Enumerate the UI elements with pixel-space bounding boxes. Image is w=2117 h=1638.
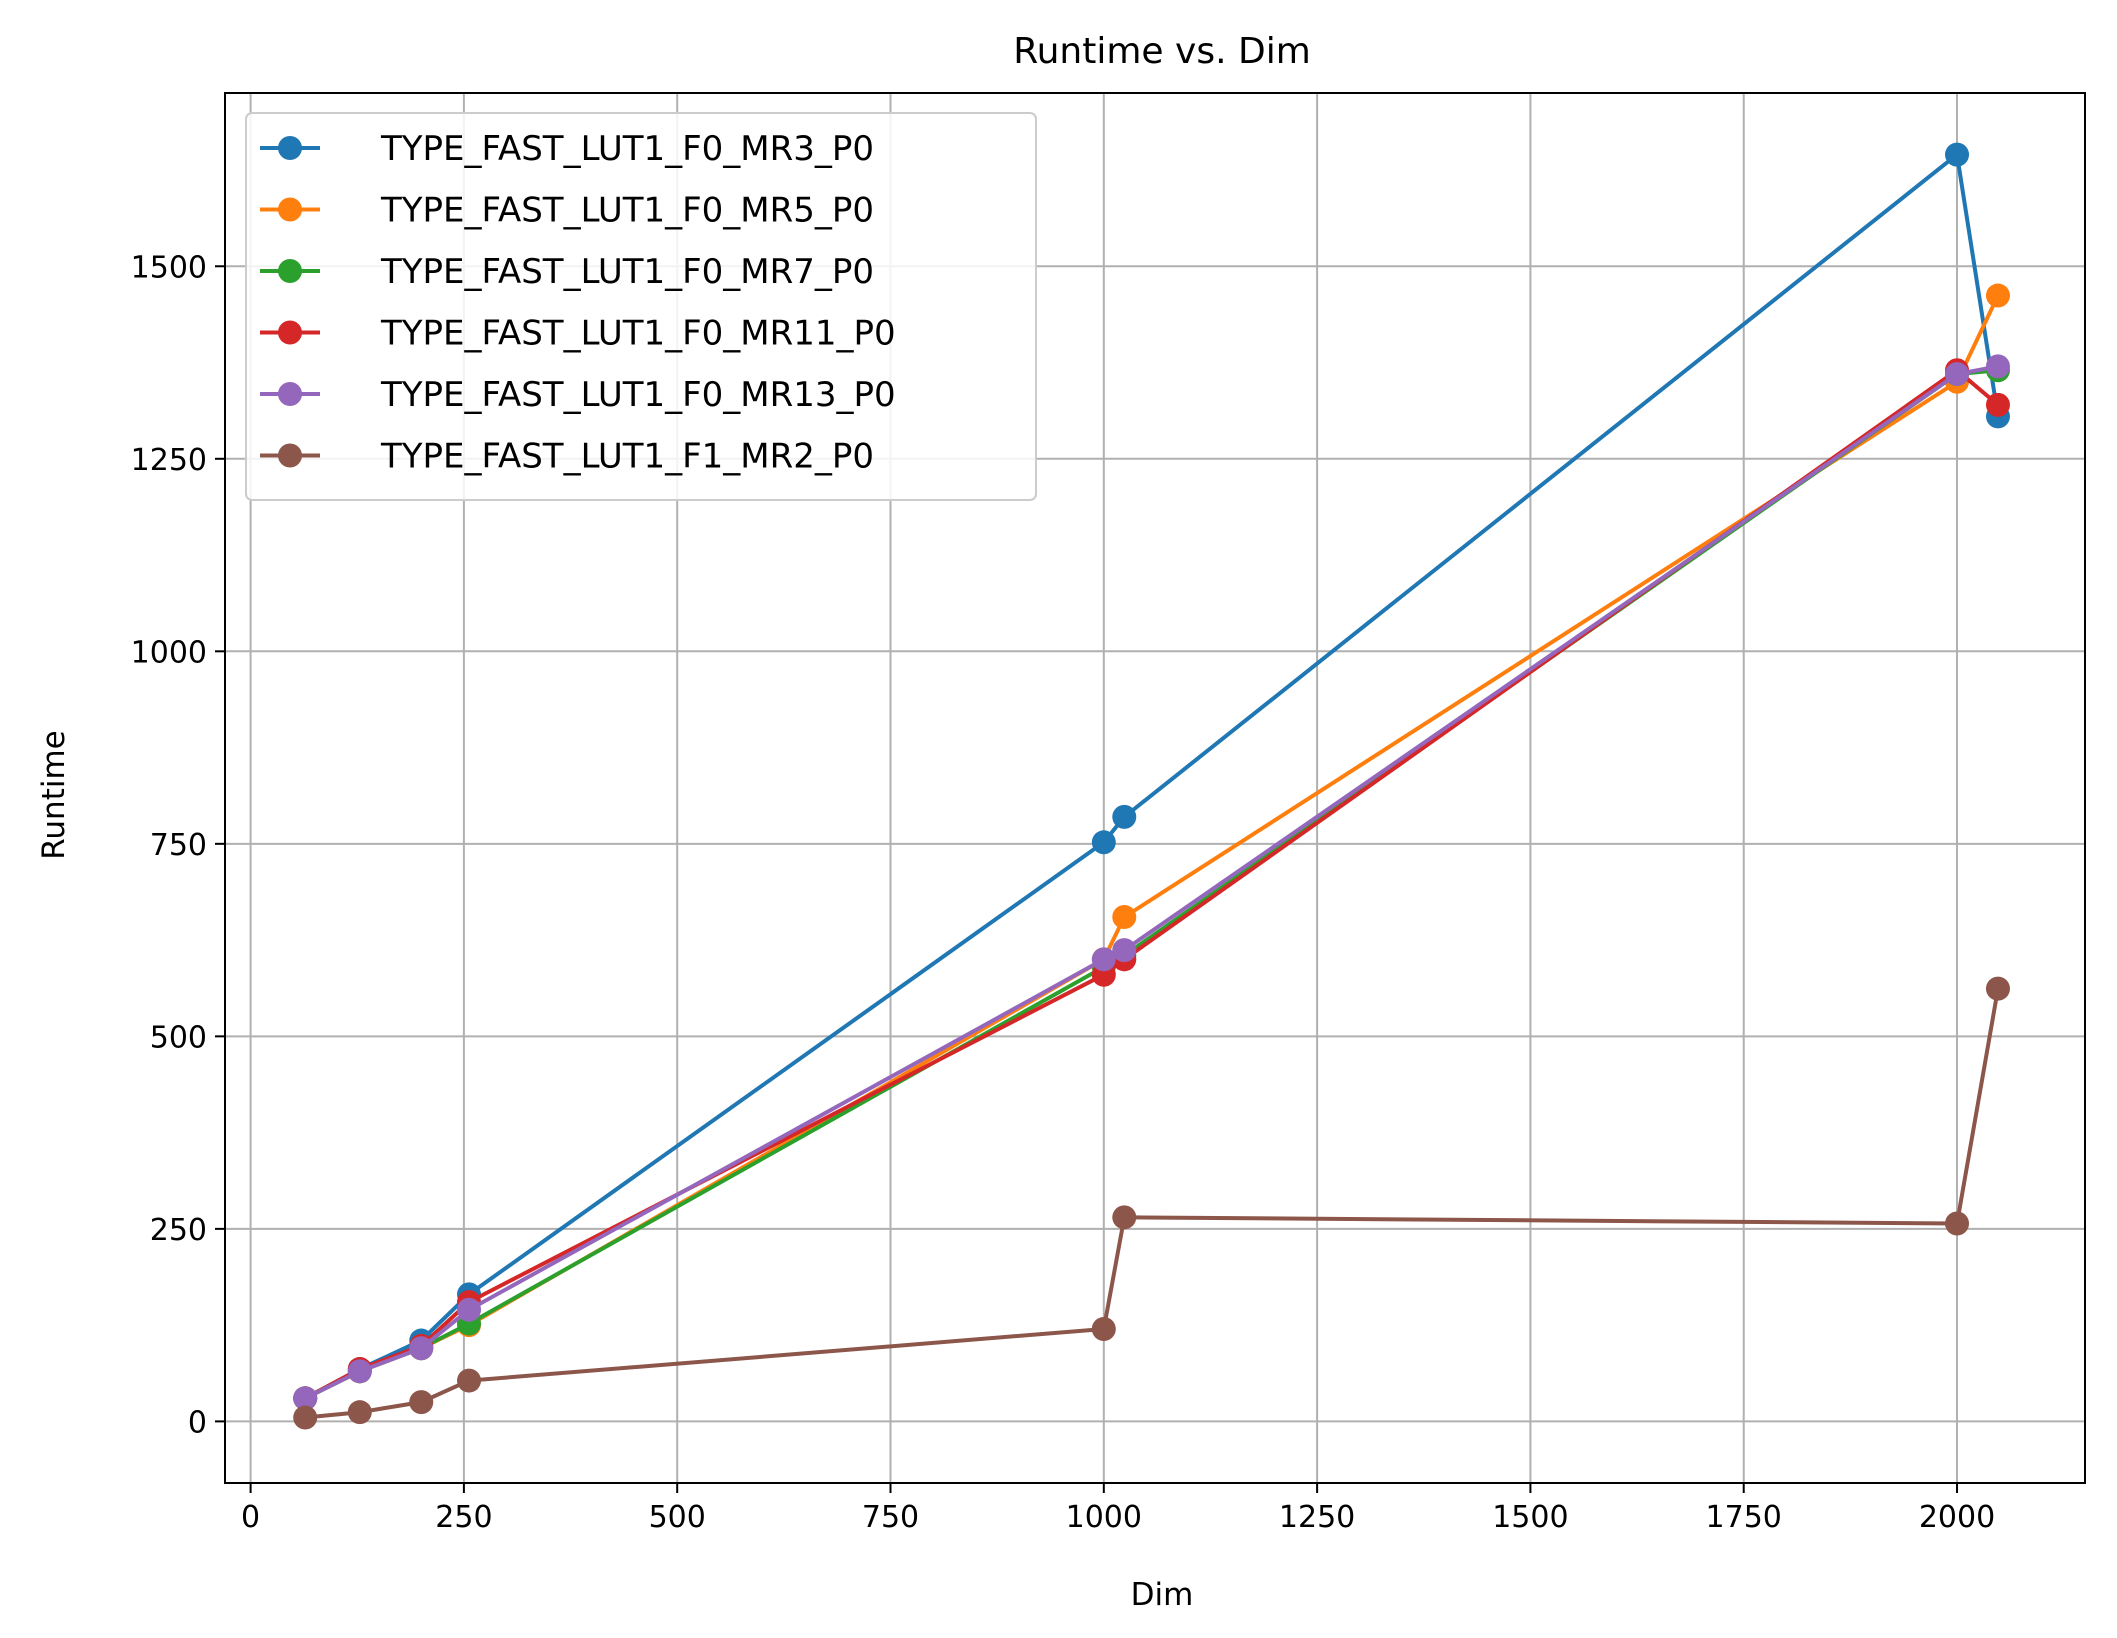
legend-label: TYPE_FAST_LUT1_F1_MR2_P0 [380, 437, 874, 477]
data-point [293, 1405, 318, 1430]
legend-label: TYPE_FAST_LUT1_F0_MR5_P0 [380, 191, 874, 231]
legend-item: TYPE_FAST_LUT1_F1_MR2_P0 [260, 437, 874, 477]
y-tick-label: 1500 [131, 250, 207, 285]
data-point [347, 1359, 372, 1384]
data-point [409, 1336, 434, 1361]
x-tick-label: 750 [862, 1500, 919, 1535]
legend-swatch-marker [278, 320, 302, 345]
legend-swatch-marker [278, 382, 302, 406]
data-point [1091, 1316, 1116, 1341]
legend-swatch-marker [278, 259, 302, 283]
y-axis-label: Runtime [36, 730, 72, 859]
x-tick-label: 1250 [1279, 1500, 1355, 1535]
data-point [457, 1368, 482, 1393]
series-group [293, 976, 2010, 1430]
x-axis-label: Dim [1131, 1577, 1194, 1613]
axis-ticks: 0 250 500 750 1000 1250 1500 1750 2000 0 250 500 750… [131, 250, 1996, 1535]
data-point [457, 1297, 482, 1322]
data-point [409, 1390, 434, 1415]
data-point [1945, 142, 1970, 167]
x-tick-label: 250 [435, 1500, 492, 1535]
data-point [1985, 976, 2010, 1001]
y-tick-label: 500 [150, 1020, 207, 1055]
legend-box [245, 112, 1037, 501]
plot-frame [224, 92, 2086, 1484]
chart-title: Runtime vs. Dim [1013, 31, 1311, 72]
y-tick-label: 1250 [131, 443, 207, 478]
data-point [293, 1386, 318, 1411]
data-point [1091, 947, 1116, 972]
series-layer [293, 142, 2010, 1430]
y-tick-label: 0 [188, 1405, 207, 1440]
data-point [1985, 392, 2010, 417]
legend-item: TYPE_FAST_LUT1_F0_MR3_P0 [260, 129, 874, 169]
legend-swatch-marker [278, 197, 302, 222]
data-point [1112, 938, 1137, 963]
legend-swatch-marker [278, 443, 302, 468]
data-point [1985, 354, 2010, 379]
x-tick-label: 2000 [1919, 1500, 1995, 1535]
legend-swatch-marker [278, 136, 302, 160]
series-group [293, 354, 2010, 1411]
x-tick-label: 1000 [1066, 1500, 1142, 1535]
data-point [1112, 904, 1137, 929]
data-point [1091, 830, 1116, 855]
legend-item: TYPE_FAST_LUT1_F0_MR7_P0 [260, 252, 874, 292]
y-tick-label: 750 [150, 828, 207, 863]
legend-item: TYPE_FAST_LUT1_F0_MR5_P0 [260, 191, 874, 231]
legend-item: TYPE_FAST_LUT1_F0_MR13_P0 [260, 375, 896, 415]
legend: TYPE_FAST_LUT1_F0_MR3_P0 TYPE_FAST_LUT1_F… [245, 112, 1037, 501]
legend-label: TYPE_FAST_LUT1_F0_MR11_P0 [380, 314, 896, 354]
legend-label: TYPE_FAST_LUT1_F0_MR13_P0 [380, 375, 896, 415]
legend-label: TYPE_FAST_LUT1_F0_MR7_P0 [380, 252, 874, 292]
legend-item: TYPE_FAST_LUT1_F0_MR11_P0 [260, 314, 896, 354]
x-tick-label: 0 [241, 1500, 260, 1535]
data-point [1112, 804, 1137, 829]
data-point [1945, 1211, 1970, 1236]
y-tick-label: 250 [150, 1213, 207, 1248]
data-point [1985, 283, 2010, 308]
legend-label: TYPE_FAST_LUT1_F0_MR3_P0 [380, 129, 874, 169]
data-point [1112, 1205, 1137, 1230]
data-point [1945, 362, 1970, 387]
x-tick-label: 500 [649, 1500, 706, 1535]
y-tick-label: 1000 [131, 635, 207, 670]
x-tick-label: 1500 [1492, 1500, 1568, 1535]
x-tick-label: 1750 [1706, 1500, 1782, 1535]
data-point [347, 1400, 372, 1425]
